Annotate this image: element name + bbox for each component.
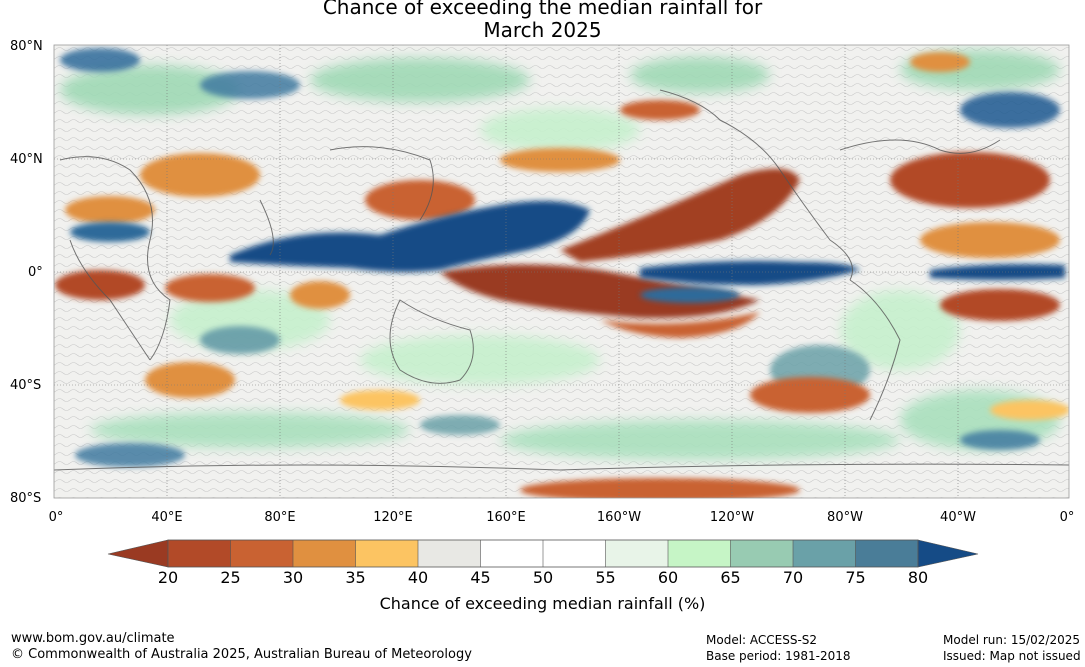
field-light-green	[60, 50, 1060, 460]
lon-label: 40°W	[940, 510, 976, 525]
colorbar-tick-label: 30	[282, 568, 304, 587]
colorbar-bin	[543, 540, 606, 567]
colorbar-bin	[480, 540, 543, 567]
lon-label: 0°	[1059, 510, 1075, 525]
lat-label: 40°N	[10, 152, 43, 167]
colorbar-tick-label: 40	[407, 568, 429, 587]
colorbar-bin	[793, 540, 856, 567]
colorbar-bin	[230, 540, 293, 567]
lat-label: 80°N	[10, 39, 43, 54]
colorbar	[107, 539, 979, 568]
colorbar-tick-label: 50	[532, 568, 554, 587]
map-frame	[53, 44, 1070, 499]
title-line-1: Chance of exceeding the median rainfall …	[322, 0, 763, 19]
colorbar-tick-label: 35	[345, 568, 366, 587]
colorbar-tick-label: 70	[782, 568, 804, 587]
base-period: Base period: 1981-2018	[706, 649, 851, 663]
map-title: Chance of exceeding the median rainfall …	[0, 0, 1085, 42]
colorbar-tick-label: 60	[657, 568, 679, 587]
graticule	[54, 45, 1069, 498]
colorbar-high-arrow	[917, 539, 979, 568]
lon-label: 40°E	[151, 510, 183, 525]
colorbar-label: Chance of exceeding median rainfall (%)	[379, 594, 706, 613]
field-dry	[55, 52, 1069, 498]
field-very-dry	[440, 168, 800, 338]
lat-label: 40°S	[10, 378, 42, 393]
colorbar-tick-label: 25	[220, 568, 241, 587]
colorbar-bin	[355, 540, 418, 567]
title-line-2: March 2025	[483, 18, 602, 42]
lat-label: 0°	[28, 265, 43, 280]
colorbar-bin	[168, 540, 231, 567]
lon-label: 80°W	[827, 510, 863, 525]
lon-label: 80°E	[264, 510, 296, 525]
lon-label: 120°E	[373, 510, 413, 525]
colorbar-bin	[418, 540, 481, 567]
colorbar-tick-label: 65	[720, 568, 741, 587]
field-very-wet	[70, 201, 1065, 303]
lon-label: 120°W	[709, 510, 755, 525]
colorbar-tick-label: 20	[157, 568, 179, 587]
colorbar-tick-label: 75	[845, 568, 866, 587]
colorbar-bin	[855, 540, 918, 567]
colorbar-tick-label: 45	[470, 568, 491, 587]
lat-label: 80°S	[10, 491, 42, 506]
model-name: Model: ACCESS-S2	[706, 633, 818, 647]
coastlines	[54, 89, 1069, 471]
colorbar-low-arrow	[107, 539, 169, 568]
issued-status: Issued: Map not issued	[943, 649, 1081, 663]
colorbar-tick-label: 80	[907, 568, 929, 587]
colorbar-bin	[293, 540, 356, 567]
lon-label: 160°W	[596, 510, 642, 525]
colorbar-tick-label: 55	[595, 568, 616, 587]
model-run-date: Model run: 15/02/2025	[943, 633, 1081, 647]
colorbar-bin	[605, 540, 668, 567]
lon-label: 0°	[48, 510, 64, 525]
field-teal	[60, 48, 1060, 467]
colorbar-bin	[730, 540, 793, 567]
copyright-notice: © Commonwealth of Australia 2025, Austra…	[11, 647, 472, 662]
source-url: www.bom.gov.au/climate	[11, 631, 175, 646]
lon-label: 160°E	[486, 510, 526, 525]
colorbar-bin	[668, 540, 731, 567]
